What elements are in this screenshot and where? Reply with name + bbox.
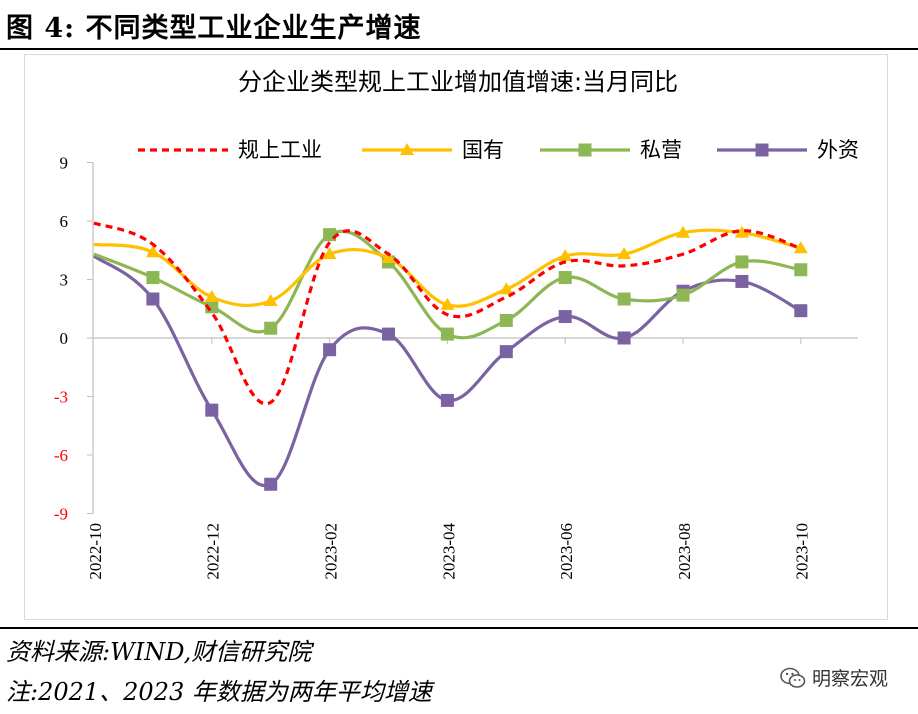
footnote: 注:2021、2023 年数据为两年平均增速 bbox=[6, 678, 432, 706]
series-3 bbox=[93, 228, 808, 341]
x-tick-label: 2023-08 bbox=[675, 523, 694, 580]
series-1 bbox=[93, 221, 802, 406]
data-point bbox=[146, 292, 160, 306]
data-point bbox=[323, 343, 337, 357]
title-rule bbox=[0, 48, 918, 50]
legend-marker bbox=[578, 143, 592, 157]
legend-marker bbox=[400, 143, 414, 155]
data-point bbox=[558, 249, 573, 262]
legend-item-4: 外资 bbox=[717, 138, 859, 162]
x-tick-label: 2023-04 bbox=[439, 523, 458, 580]
data-point bbox=[263, 293, 278, 306]
y-tick-label: 3 bbox=[60, 271, 69, 290]
legend-label: 国有 bbox=[462, 138, 504, 162]
data-point bbox=[322, 247, 337, 260]
legend-label: 外资 bbox=[817, 138, 859, 162]
data-point bbox=[440, 327, 454, 341]
data-point bbox=[381, 251, 396, 264]
chart-frame bbox=[24, 54, 888, 620]
data-point bbox=[617, 292, 631, 306]
legend: 规上工业 国有 私营 外资 bbox=[138, 138, 859, 162]
x-tick-label: 2023-10 bbox=[793, 523, 812, 580]
x-tick-label: 2022-12 bbox=[204, 523, 223, 580]
data-point bbox=[617, 247, 632, 260]
data-point bbox=[204, 290, 219, 303]
axes: 9 6 3 0 -3 -6 -9 2022-10 2022-12 2023-02 2023-04 20… bbox=[54, 154, 858, 580]
legend-marker bbox=[755, 143, 769, 157]
legend-item-3: 私营 bbox=[540, 138, 682, 162]
data-point bbox=[264, 321, 278, 335]
series-line bbox=[93, 221, 802, 406]
data-point bbox=[499, 345, 513, 359]
series-2 bbox=[93, 225, 808, 310]
watermark: 明察宏观 bbox=[780, 664, 888, 691]
data-point bbox=[205, 403, 219, 417]
y-tick-label: -6 bbox=[54, 446, 68, 465]
data-point bbox=[264, 477, 278, 491]
data-point bbox=[499, 313, 513, 327]
x-tick-label: 2023-06 bbox=[557, 523, 576, 580]
legend-item-1: 规上工业 bbox=[138, 138, 322, 162]
y-tick-label: -3 bbox=[54, 388, 68, 407]
data-point bbox=[676, 288, 690, 302]
data-point bbox=[146, 271, 160, 285]
figure-title: 图 4: 不同类型工业企业生产增速 bbox=[6, 13, 422, 44]
series-layer bbox=[93, 221, 808, 491]
source-note: 资料来源:WIND,财信研究院 bbox=[6, 638, 312, 666]
data-point bbox=[734, 225, 749, 238]
x-tick-label: 2022-10 bbox=[86, 523, 105, 580]
data-point bbox=[382, 327, 395, 341]
y-tick-label: 9 bbox=[60, 154, 69, 173]
data-point bbox=[735, 255, 749, 269]
data-point bbox=[676, 225, 690, 238]
source-rule bbox=[0, 627, 918, 629]
chart-title: 分企业类型规上工业增加值增速:当月同比 bbox=[238, 68, 678, 96]
wechat-icon bbox=[780, 667, 806, 688]
y-tick-label: -9 bbox=[54, 505, 68, 524]
data-point bbox=[558, 271, 572, 285]
data-point bbox=[617, 331, 631, 345]
legend-item-2: 国有 bbox=[362, 138, 504, 162]
watermark-text: 明察宏观 bbox=[811, 668, 888, 690]
legend-label: 私营 bbox=[640, 138, 682, 162]
y-tick-label: 6 bbox=[60, 212, 69, 231]
data-point bbox=[793, 241, 808, 254]
data-point bbox=[145, 245, 160, 258]
data-point bbox=[794, 263, 808, 277]
data-point bbox=[794, 304, 808, 318]
data-point bbox=[499, 282, 514, 295]
data-point bbox=[440, 297, 455, 310]
data-point bbox=[440, 393, 454, 407]
y-tick-label: 0 bbox=[60, 329, 69, 348]
data-point bbox=[735, 274, 749, 288]
x-tick-label: 2023-02 bbox=[322, 523, 341, 580]
legend-label: 规上工业 bbox=[238, 138, 322, 162]
data-point bbox=[558, 310, 572, 324]
